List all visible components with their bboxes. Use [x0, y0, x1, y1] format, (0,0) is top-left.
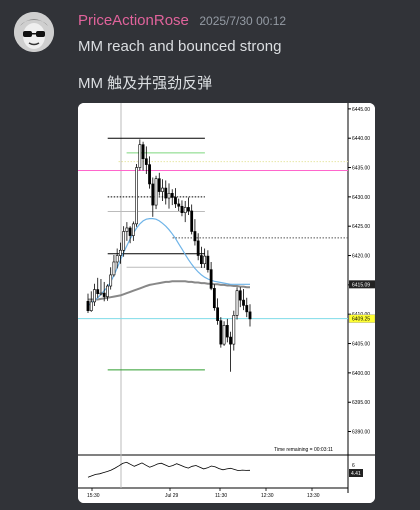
candle-body — [180, 205, 184, 214]
candle-body — [125, 227, 129, 232]
x-tick-label: Jul 29 — [165, 493, 179, 499]
candle-body — [235, 290, 239, 316]
candle-body — [112, 261, 116, 276]
candle-body — [203, 255, 207, 265]
candle-body — [102, 292, 106, 297]
candle-body — [183, 207, 187, 214]
candle-body — [109, 274, 113, 287]
y-tick-label: 6420.00 — [352, 254, 370, 260]
candle-body — [216, 307, 220, 321]
candle-body — [232, 315, 236, 345]
level-price-box — [348, 314, 375, 323]
candle-body — [225, 325, 229, 338]
y-tick-label: 6425.00 — [352, 224, 370, 230]
candle-body — [157, 178, 161, 192]
candle-body — [206, 255, 210, 270]
message-header: PriceActionRose 2025/7/30 00:12 — [78, 12, 286, 30]
candle-body — [141, 144, 145, 160]
y-tick-label: 6445.00 — [352, 107, 370, 113]
candle-body — [245, 305, 249, 313]
candle-body — [222, 325, 226, 345]
candle-body — [242, 299, 245, 306]
candle-body — [148, 164, 151, 185]
candle-body — [161, 187, 164, 192]
candle-body — [128, 227, 132, 236]
candle-body — [193, 231, 197, 242]
x-tick-label: 15:30 — [87, 493, 100, 499]
oscillator-line — [87, 461, 251, 478]
candle-body — [93, 289, 96, 303]
last-price-label: 6415.09 — [352, 282, 370, 288]
x-tick-label: 13:30 — [307, 493, 320, 499]
y-tick-label: 6405.00 — [352, 342, 370, 348]
candle-body — [212, 288, 216, 309]
candle-body — [190, 210, 194, 232]
sma-line — [88, 280, 250, 301]
time-remaining-text: Time remaining = 00:03:11 — [274, 447, 333, 453]
candle-body — [99, 292, 103, 295]
candle-body — [200, 255, 203, 265]
y-tick-label: 6390.00 — [352, 430, 370, 436]
candle-body — [144, 158, 148, 165]
candle-body — [238, 290, 242, 301]
y-tick-label: 6435.00 — [352, 166, 370, 172]
candle-body — [115, 255, 119, 263]
candle-body — [229, 336, 232, 345]
candle-body — [86, 300, 90, 311]
y-tick-label: 6400.00 — [352, 371, 370, 377]
message-line-1: MM reach and bounced strong — [78, 38, 282, 55]
x-tick-label: 12:30 — [261, 493, 274, 499]
price-chart: 6445.00 6440.00 6435.00 6430.00 6425.00 6420.… — [78, 103, 375, 503]
oscillator-tick-label: 6 — [352, 463, 355, 469]
candle-body — [209, 269, 213, 289]
x-tick-label: 11:30 — [215, 493, 227, 499]
y-tick-label: 6395.00 — [352, 400, 370, 406]
candle-body — [164, 187, 168, 199]
last-price-box — [349, 280, 375, 289]
candle-body — [151, 183, 155, 206]
candle-body — [219, 320, 223, 345]
user-avatar[interactable] — [14, 12, 54, 52]
candle-body — [131, 223, 135, 236]
message-timestamp[interactable]: 2025/7/30 00:12 — [199, 14, 287, 28]
oscillator-value-label: 4.41 — [351, 471, 361, 477]
avatar-face-icon — [14, 12, 54, 52]
chart-image-attachment[interactable]: 6445.00 6440.00 6435.00 6430.00 6425.00 6420.… — [78, 103, 375, 503]
oscillator-value-box — [349, 469, 363, 477]
candle-body — [96, 289, 100, 294]
candle-body — [170, 193, 174, 198]
candle-body — [118, 249, 122, 256]
candle-body — [154, 178, 158, 206]
candle-body — [167, 193, 171, 199]
username[interactable]: PriceActionRose — [78, 12, 189, 29]
candle-body — [196, 240, 200, 256]
level-price-label: 6409.25 — [352, 317, 370, 323]
candle-body — [177, 203, 181, 207]
chart-background — [78, 103, 375, 503]
candle-body — [122, 231, 126, 251]
y-tick-label: 6430.00 — [352, 195, 370, 201]
candle-body — [138, 144, 142, 168]
candle-body — [135, 167, 139, 225]
candle-body — [248, 311, 252, 320]
candle-body — [187, 207, 190, 212]
message-line-2: MM 触及并强劲反弹 — [78, 75, 213, 92]
candle-body — [174, 197, 177, 205]
candle-body — [89, 301, 93, 311]
y-tick-label: 6440.00 — [352, 136, 370, 142]
candle-body — [106, 285, 109, 297]
